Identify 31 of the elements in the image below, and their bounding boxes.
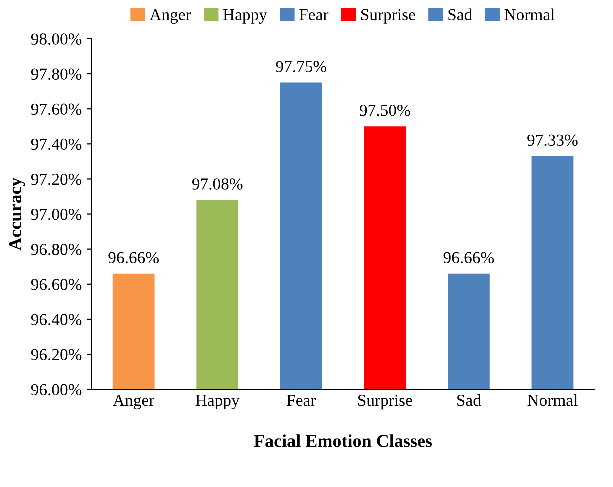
y-tick-label: 97.20% (31, 174, 82, 186)
data-label: 96.66% (444, 252, 494, 264)
x-tick-label: Surprise (358, 394, 412, 410)
y-tick-label: 97.60% (31, 104, 82, 116)
x-tick-label: Normal (528, 394, 578, 406)
y-tick-label: 96.60% (31, 279, 82, 290)
y-tick-label: 97.80% (31, 68, 82, 80)
data-label: 97.08% (192, 178, 243, 190)
y-tick-label: 96.00% (31, 384, 82, 396)
data-label: 97.33% (528, 134, 578, 146)
x-tick-label: Sad (458, 394, 482, 406)
x-tick-label: Fear (287, 395, 316, 406)
x-tick-label: Happy (196, 395, 240, 410)
legend-label: Surprise (362, 9, 416, 24)
y-tick-label: 96.80% (31, 244, 82, 256)
legend-label: Happy (223, 9, 268, 24)
legend-label: Anger (150, 9, 192, 24)
x-axis-title: Facial Emotion Classes (254, 434, 432, 448)
y-tick-label: 97.40% (31, 138, 82, 150)
y-tick-label: 96.20% (31, 349, 82, 361)
y-axis-title: Accuracy (9, 178, 26, 251)
data-label: 97.75% (276, 61, 327, 72)
y-tick-label: 96.40% (31, 314, 82, 326)
x-tick-label: Anger (113, 394, 155, 410)
legend-label: Sad (448, 8, 472, 21)
data-label: 97.50% (360, 104, 410, 116)
legend-label: Normal (504, 8, 555, 21)
data-label: 96.66% (108, 252, 159, 264)
y-tick-label: 97.00% (31, 208, 82, 220)
y-tick-label: 98.00% (31, 34, 82, 45)
legend-label: Fear (300, 9, 329, 21)
